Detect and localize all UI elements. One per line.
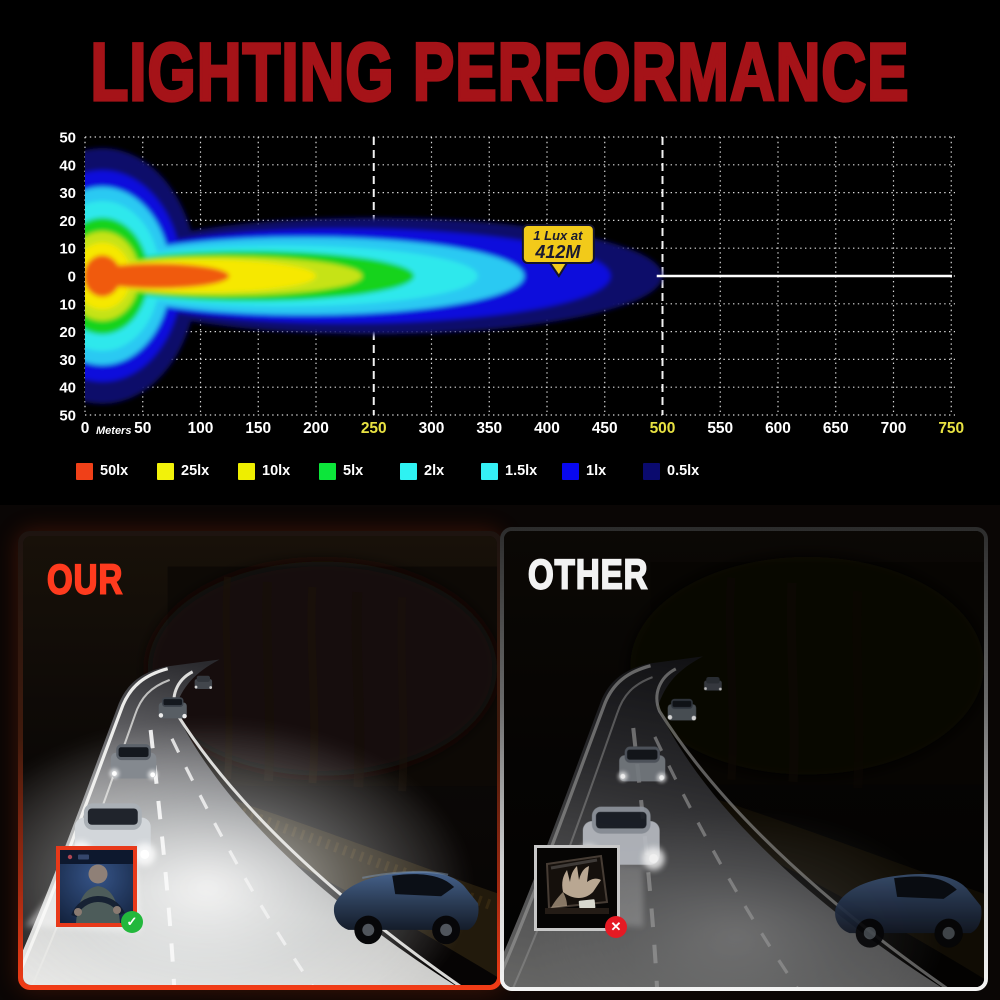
y-tick-label: 10: [59, 241, 76, 258]
callout-box: [521, 224, 595, 264]
x-tick-label: 600: [765, 420, 791, 437]
check-icon: ✓: [121, 911, 143, 933]
panel-our-content: OUR: [23, 536, 497, 985]
y-tick-label: 40: [59, 157, 76, 174]
callout-line2: 412M: [534, 242, 581, 262]
beam-contours: [85, 148, 663, 404]
x-tick-label: 0: [81, 420, 90, 437]
legend-item-1.5lx: 1.5lx: [481, 462, 562, 480]
legend-item-10lx: 10lx: [238, 462, 319, 480]
x-unit-label: Meters: [96, 425, 131, 437]
x-tick-label: 500: [650, 420, 676, 437]
legend-item-5lx: 5lx: [319, 462, 400, 480]
beam-pattern-chart: 50 40 30 20 10 0 10 20 30 40 50 0 50 100 150 200 250 300 3…: [0, 118, 1000, 450]
callout-line1: 1 Lux at: [533, 228, 583, 243]
legend-swatch-50lx: [76, 462, 93, 480]
legend-label: 1.5lx: [505, 463, 538, 479]
car-blue-sedan: [333, 870, 479, 945]
y-tick-label: 10: [59, 296, 76, 313]
legend-swatch-1lx: [562, 462, 579, 480]
y-tick-label: 50: [59, 408, 76, 425]
y-tick-label: 20: [59, 213, 76, 230]
x-tick-label: 750: [938, 420, 964, 437]
legend-swatch-25lx: [157, 462, 174, 480]
y-axis-labels: 50 40 30 20 10 0 10 20 30 40 50: [59, 130, 76, 425]
road-scene-our: [23, 536, 497, 985]
y-tick-label: 40: [59, 380, 76, 397]
driver-visible-illustration: [60, 850, 133, 923]
y-tick-label: 30: [59, 352, 76, 369]
label-our: OUR: [46, 555, 124, 603]
x-axis-labels: 0 50 100 150 200 250 300 350 400 450 500 550 600 650 7…: [81, 420, 965, 437]
road-scene-other: [504, 531, 984, 987]
legend-swatch-0.5lx: [643, 462, 660, 480]
legend-label: 2lx: [424, 463, 445, 479]
panel-other-content: OTHER ✕: [504, 531, 984, 987]
x-tick-label: 550: [707, 420, 733, 437]
legend-item-1lx: 1lx: [562, 462, 643, 480]
cross-icon: ✕: [605, 916, 627, 938]
car-mid: [109, 744, 158, 780]
legend-item-0.5lx: 0.5lx: [643, 462, 724, 480]
x-tick-label: 50: [134, 420, 151, 437]
x-tick-label: 350: [476, 420, 502, 437]
legend-label: 0.5lx: [667, 463, 700, 479]
legend-swatch-10lx: [238, 462, 255, 480]
x-tick-label: 300: [419, 420, 445, 437]
x-tick-label: 400: [534, 420, 560, 437]
panel-our: OUR: [18, 531, 502, 990]
legend-item-50lx: 50lx: [76, 462, 157, 480]
driver-view-other: ✕: [534, 845, 627, 938]
cars: [542, 677, 982, 948]
label-other: OTHER: [527, 550, 649, 598]
legend-label: 1lx: [586, 463, 607, 479]
y-tick-label: 30: [59, 185, 76, 202]
tree-wall: [630, 556, 984, 789]
legend-label: 25lx: [181, 463, 210, 479]
legend-swatch-2lx: [400, 462, 417, 480]
driver-glare-illustration: [537, 848, 617, 928]
legend-label: 5lx: [343, 463, 364, 479]
legend-item-2lx: 2lx: [400, 462, 481, 480]
x-tick-label: 200: [303, 420, 329, 437]
y-tick-label: 20: [59, 324, 76, 341]
y-tick-label: 50: [59, 130, 76, 147]
legend-label: 50lx: [100, 463, 129, 479]
car-distant: [194, 675, 213, 689]
beam-band-50lx: [85, 255, 230, 297]
car-far: [158, 697, 187, 719]
x-tick-label: 250: [361, 420, 387, 437]
legend-item-25lx: 25lx: [157, 462, 238, 480]
driver-view-our: ✓: [56, 846, 143, 933]
legend-swatch-5lx: [319, 462, 336, 480]
legend-swatch-1.5lx: [481, 462, 498, 480]
y-tick-label: 0: [68, 269, 76, 286]
x-tick-label: 700: [881, 420, 907, 437]
chart-legend: 50lx 25lx 10lx 5lx 2lx 1.5lx 1lx 0.5lx: [76, 456, 724, 486]
beam-throw-50lx: [85, 263, 230, 289]
legend-label: 10lx: [262, 463, 291, 479]
x-tick-label: 150: [245, 420, 271, 437]
page-title: LIGHTING PERFORMANCE: [89, 26, 910, 120]
panel-other: OTHER ✕: [500, 527, 988, 991]
x-tick-label: 650: [823, 420, 849, 437]
x-tick-label: 450: [592, 420, 618, 437]
x-tick-label: 100: [188, 420, 214, 437]
comparison-section: OUR: [0, 505, 1000, 1000]
